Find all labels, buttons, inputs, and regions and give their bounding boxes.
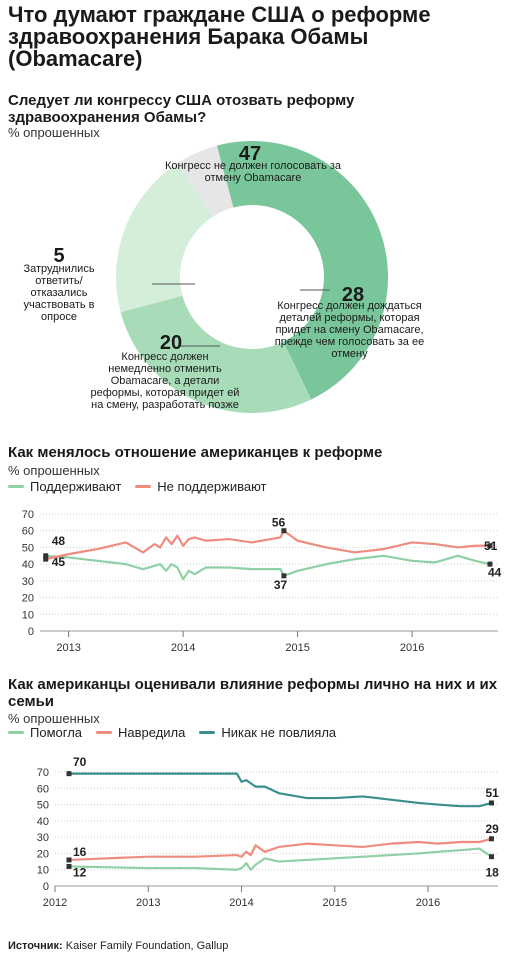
data-marker <box>281 528 287 534</box>
chart2-unit: % опрошенных <box>8 463 100 478</box>
slice-28-label: Конгресс должен дождаться деталей реформ… <box>274 300 425 360</box>
series-line-0 <box>68 847 493 871</box>
legend-support: Поддерживают <box>8 479 121 494</box>
x-tick-label: 2014 <box>229 897 253 909</box>
y-tick-label: 20 <box>22 593 34 605</box>
page-title: Что думают граждане США о реформе здраво… <box>8 2 431 71</box>
legend-helped: Помогла <box>8 725 82 740</box>
slice-5-value: 5 <box>53 245 65 267</box>
data-marker <box>66 863 72 869</box>
donut-slice-28 <box>120 295 312 413</box>
donut-slice-5 <box>177 145 234 217</box>
data-marker <box>66 771 72 777</box>
chart3-unit: % опрошенных <box>8 711 100 726</box>
data-label: 29 <box>485 822 499 836</box>
donut-slices <box>116 140 389 413</box>
legend-oppose: Не поддерживают <box>135 479 267 494</box>
data-label: 12 <box>73 865 87 879</box>
data-label: 18 <box>485 866 499 880</box>
donut-slice-47 <box>216 140 389 400</box>
chart3-legend: Помогла Навредила Никак не повлияла <box>8 725 350 740</box>
data-label: 37 <box>274 578 288 592</box>
x-tick-label: 2015 <box>285 642 309 654</box>
data-marker <box>488 800 494 806</box>
y-tick-label: 40 <box>22 559 34 571</box>
slice-5-label: Затруднились ответить/отказались участво… <box>23 263 95 323</box>
x-tick-label: 2015 <box>323 897 347 909</box>
x-tick-label: 2016 <box>400 642 424 654</box>
chart2-title: Как менялось отношение американцев к реф… <box>8 444 383 461</box>
legend-harmed: Навредила <box>96 725 185 740</box>
slice-20-label: Конгресс должен немедленно отменить Obam… <box>90 351 240 411</box>
data-marker <box>487 543 493 549</box>
data-marker <box>281 573 287 579</box>
slice-28-value: 28 <box>341 284 365 306</box>
slice-20-value: 20 <box>159 332 183 354</box>
data-marker <box>488 836 494 842</box>
slice-47-label: Конгресс не должен голосовать за отмену … <box>164 160 342 184</box>
data-marker <box>487 561 493 567</box>
data-label: 44 <box>488 565 502 579</box>
data-marker <box>43 553 49 559</box>
y-tick-label: 60 <box>22 526 34 538</box>
data-label: 56 <box>272 515 286 529</box>
donut-slice-20 <box>116 162 213 313</box>
source-note: Источник: Kaiser Family Foundation, Gall… <box>8 940 229 952</box>
y-tick-label: 50 <box>37 800 49 812</box>
series-line-1 <box>45 529 490 561</box>
donut-unit: % опрошенных <box>8 125 100 140</box>
y-tick-label: 20 <box>37 848 49 860</box>
data-marker <box>43 556 49 562</box>
series-line-2 <box>68 772 492 808</box>
y-tick-label: 30 <box>22 576 34 588</box>
x-tick-label: 2013 <box>136 897 160 909</box>
y-tick-label: 40 <box>37 816 49 828</box>
data-label: 16 <box>73 845 87 859</box>
chart2-legend: Поддерживают Не поддерживают <box>8 479 281 494</box>
data-label: 45 <box>52 555 66 569</box>
series-line-1 <box>68 837 492 862</box>
donut-title: Следует ли конгрессу США отозвать реформ… <box>8 92 355 126</box>
y-tick-label: 70 <box>37 767 49 779</box>
x-tick-label: 2016 <box>416 897 440 909</box>
x-tick-label: 2013 <box>56 642 80 654</box>
y-tick-label: 30 <box>37 832 49 844</box>
x-tick-label: 2014 <box>171 642 195 654</box>
y-tick-label: 0 <box>28 626 34 638</box>
y-tick-label: 10 <box>22 609 34 621</box>
series-line-0 <box>45 554 491 581</box>
y-tick-label: 0 <box>43 881 49 893</box>
slice-47-value: 47 <box>238 143 262 165</box>
y-tick-label: 50 <box>22 542 34 554</box>
chart3-svg: 0 10 20 30 40 50 60 70 2012 2013 2014 2015 2016 12 18 1… <box>37 755 499 909</box>
data-label: 51 <box>485 786 499 800</box>
chart3-title: Как американцы оценивали влияние реформы… <box>8 676 498 710</box>
y-tick-label: 60 <box>37 783 49 795</box>
donut-chart <box>116 140 389 413</box>
chart2-svg: 0 10 20 30 40 50 60 70 2013 2014 2015 2016 45 37 44 48 5… <box>22 509 502 654</box>
data-marker <box>66 857 72 863</box>
y-tick-label: 10 <box>37 865 49 877</box>
y-tick-label: 70 <box>22 509 34 521</box>
data-marker <box>488 854 494 860</box>
data-label: 48 <box>52 534 66 548</box>
legend-no-effect: Никак не повлияла <box>199 725 336 740</box>
data-label: 70 <box>73 755 87 769</box>
data-label: 51 <box>484 539 498 553</box>
x-tick-label: 2012 <box>43 897 67 909</box>
